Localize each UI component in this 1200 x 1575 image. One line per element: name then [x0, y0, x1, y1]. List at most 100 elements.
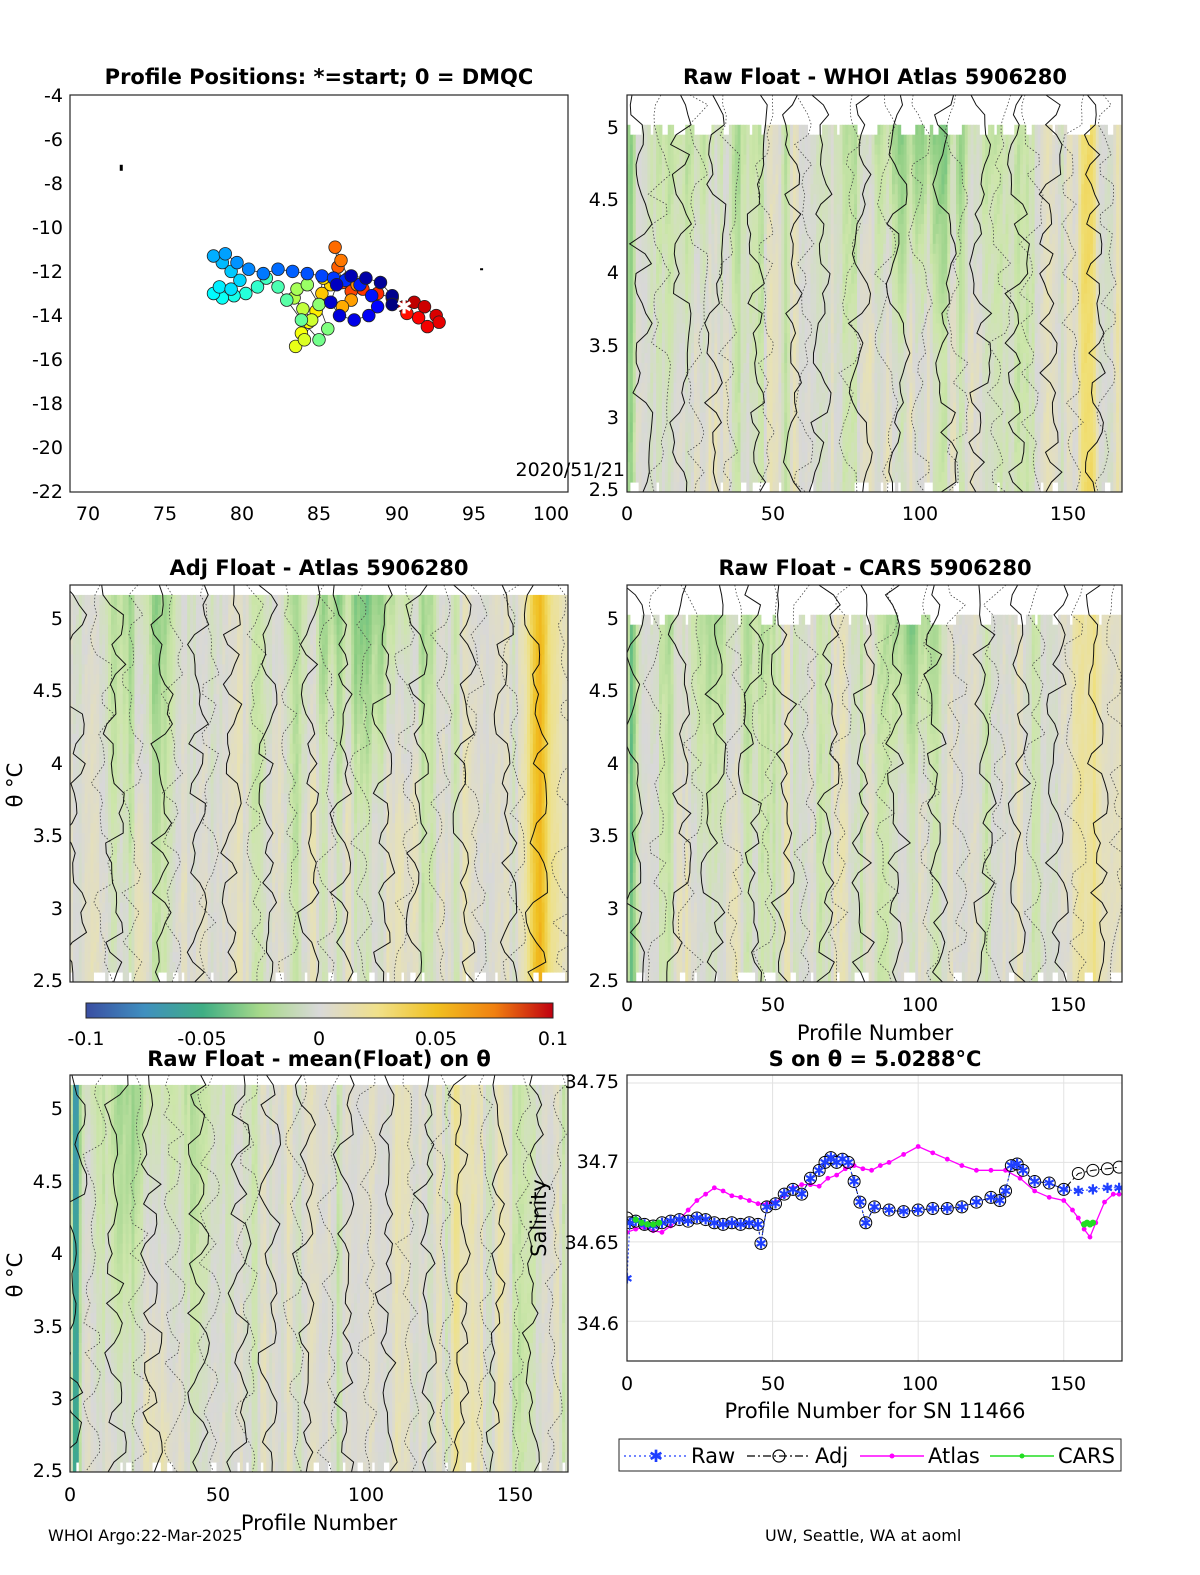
heatmap-cell — [627, 184, 631, 195]
heatmap-cell — [990, 194, 995, 205]
heatmap-cell — [746, 124, 750, 136]
heatmap-cell — [778, 402, 782, 414]
heatmap-cell — [673, 313, 677, 324]
heatmap-cell — [798, 204, 803, 215]
heatmap-cell — [903, 343, 908, 354]
heatmap-cell — [629, 263, 634, 275]
heatmap-cell — [632, 303, 637, 314]
heatmap-cell — [784, 214, 788, 225]
heatmap-cell — [787, 283, 791, 295]
heatmap-cell — [970, 263, 974, 275]
heatmap-cell — [833, 134, 838, 146]
heatmap-cell — [673, 382, 677, 394]
heatmap-cell — [929, 452, 934, 463]
heatmap-cell — [900, 174, 905, 185]
heatmap-cell — [691, 462, 695, 473]
heatmap-cell — [778, 194, 782, 205]
heatmap-cell — [758, 154, 762, 165]
heatmap-cell — [836, 164, 841, 175]
heatmap-cell — [964, 432, 969, 443]
heatmap-cell — [784, 124, 788, 136]
heatmap-cell — [990, 154, 995, 165]
heatmap-cell — [921, 243, 925, 255]
heatmap-cell — [935, 382, 940, 394]
heatmap-cell — [772, 214, 776, 225]
heatmap-cell — [958, 253, 963, 265]
heatmap-cell — [641, 432, 645, 443]
heatmap-cell — [973, 283, 977, 295]
heatmap-cell — [653, 452, 657, 463]
heatmap-cell — [743, 283, 747, 295]
heatmap-cell — [714, 362, 718, 374]
heatmap-cell — [679, 462, 683, 473]
heatmap-cell — [990, 442, 995, 453]
heatmap-cell — [1002, 442, 1007, 453]
heatmap-cell — [964, 343, 969, 354]
heatmap-cell — [755, 353, 759, 364]
heatmap-cell — [950, 313, 954, 324]
heatmap-cell — [743, 392, 747, 404]
heatmap-cell — [627, 343, 631, 354]
heatmap-cell — [877, 323, 881, 334]
heatmap-cell — [918, 323, 922, 334]
heatmap-cell — [958, 372, 963, 384]
heatmap-cell — [883, 313, 887, 324]
profile-position-marker — [230, 255, 244, 270]
heatmap-cell — [691, 233, 695, 245]
heatmap-cell — [950, 194, 954, 205]
heatmap-cell — [1014, 472, 1018, 483]
heatmap-cell — [883, 243, 887, 255]
heatmap-cell — [670, 392, 675, 404]
heatmap-cell — [988, 253, 992, 265]
heatmap-cell — [941, 343, 945, 354]
heatmap-cell — [661, 154, 666, 165]
heatmap-cell — [880, 472, 884, 483]
heatmap-cell — [1002, 353, 1007, 364]
heatmap-cell — [926, 313, 931, 324]
heatmap-cell — [833, 333, 838, 344]
heatmap-cell — [967, 253, 972, 265]
heatmap-cell — [685, 293, 689, 304]
heatmap-cell — [822, 362, 826, 374]
heatmap-cell — [784, 323, 788, 334]
heatmap-cell — [804, 432, 809, 443]
heatmap-cell — [1002, 362, 1007, 374]
heatmap-cell — [673, 194, 677, 205]
heatmap-cell — [973, 194, 977, 205]
heatmap-cell — [702, 472, 707, 483]
heatmap-cell — [947, 422, 951, 433]
heatmap-cell — [985, 362, 989, 374]
heatmap-cell — [717, 362, 721, 374]
heatmap-cell — [964, 482, 969, 492]
heatmap-cell — [985, 144, 989, 156]
heatmap-cell — [740, 204, 744, 215]
heatmap-cell — [950, 283, 954, 295]
heatmap-cell — [897, 323, 902, 334]
heatmap-cell — [990, 372, 995, 384]
profile-position-marker — [300, 266, 315, 281]
heatmap-cell — [836, 392, 841, 404]
heatmap-cell — [635, 412, 640, 424]
heatmap-cell — [970, 293, 974, 304]
heatmap-cell — [926, 343, 931, 354]
heatmap-cell — [993, 353, 998, 364]
positions-xtick: 70 — [76, 503, 100, 525]
heatmap-cell — [935, 243, 940, 255]
heatmap-cell — [932, 372, 937, 384]
heatmap-cell — [769, 273, 774, 285]
heatmap-cell — [653, 442, 657, 453]
heatmap-cell — [1011, 402, 1015, 414]
heatmap-cell — [906, 392, 910, 404]
heatmap-cell — [990, 214, 995, 225]
heatmap-cell — [999, 263, 1004, 275]
heatmap-cell — [999, 313, 1004, 324]
heatmap-cell — [638, 224, 643, 235]
heatmap-cell — [830, 303, 835, 314]
heatmap-cell — [743, 442, 747, 453]
heatmap-cell — [641, 144, 645, 156]
heatmap-cell — [1005, 452, 1009, 463]
heatmap-cell — [766, 154, 771, 165]
heatmap-cell — [909, 184, 913, 195]
heatmap-cell — [944, 472, 948, 483]
heatmap-cell — [691, 184, 695, 195]
